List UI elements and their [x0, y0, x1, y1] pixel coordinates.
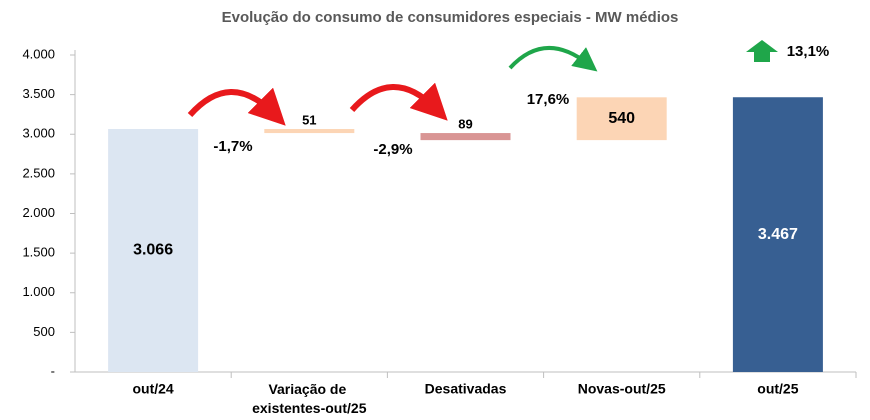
- x-tick-label: Novas-out/25: [578, 381, 666, 397]
- x-tick-label: Desativadas: [425, 381, 507, 397]
- value-label: 89: [458, 116, 472, 131]
- y-tick-label: 3.000: [22, 126, 55, 141]
- y-tick-label: 3.500: [22, 86, 55, 101]
- value-label: 3.467: [758, 226, 798, 243]
- up-arrow: [746, 40, 778, 62]
- annotation: -2,9%: [373, 141, 412, 158]
- annotation: 13,1%: [787, 43, 830, 60]
- decrease-arrow: [349, 82, 448, 121]
- bar: [732, 97, 823, 373]
- bar: [576, 97, 667, 141]
- chart-title: Evolução do consumo de consumidores espe…: [222, 9, 679, 26]
- y-tick-label: -: [51, 363, 55, 378]
- increase-arrow: [508, 46, 598, 72]
- y-tick-label: 4.000: [22, 46, 55, 61]
- y-tick-label: 2.500: [22, 165, 55, 180]
- bar: [420, 133, 511, 141]
- y-tick-label: 2.000: [22, 205, 55, 220]
- annotation: -1,7%: [213, 138, 252, 155]
- bar: [108, 129, 199, 372]
- decrease-arrow: [187, 87, 286, 126]
- value-label: 3.066: [133, 242, 173, 259]
- value-label: 51: [302, 112, 316, 127]
- y-tick-label: 1.500: [22, 245, 55, 260]
- y-tick-label: 500: [33, 324, 55, 339]
- value-label: 540: [608, 110, 635, 127]
- bar: [264, 129, 355, 134]
- y-tick-label: 1.000: [22, 284, 55, 299]
- x-tick-label: out/25: [757, 381, 798, 397]
- x-tick-label: Variação de existentes-out/25: [252, 381, 367, 416]
- annotation: 17,6%: [527, 91, 570, 108]
- x-tick-label: out/24: [132, 381, 173, 397]
